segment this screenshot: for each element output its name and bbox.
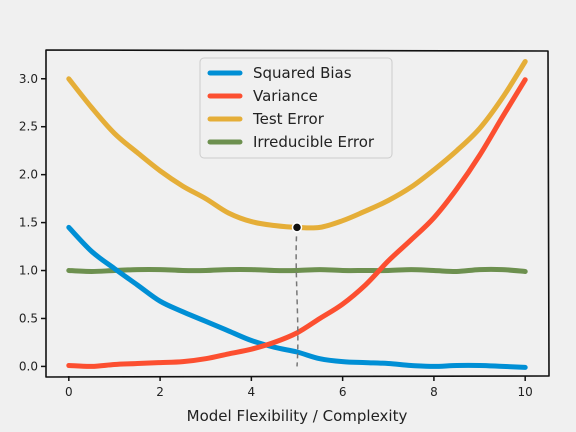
min-error-marker (291, 222, 303, 233)
legend-label-squared-bias: Squared Bias (253, 64, 352, 82)
x-tick-label: 0 (65, 385, 73, 399)
legend-label-irreducible-error: Irreducible Error (253, 133, 375, 151)
series-line-squared-bias (66, 224, 528, 370)
x-tick-label: 4 (248, 385, 256, 399)
series-line-variance (66, 77, 528, 369)
legend-box (199, 57, 393, 159)
legend: Squared Bias Variance Test Error Irreducibl… (199, 57, 393, 159)
y-tick-label: 0.5 (19, 311, 38, 325)
x-tick-label: 2 (156, 385, 164, 399)
y-tick-label: 1.0 (19, 264, 38, 278)
y-tick-label: 2.5 (19, 120, 38, 134)
x-tick-label: 6 (339, 385, 347, 399)
y-tick-label: 3.0 (19, 72, 38, 86)
plot-frame (45, 49, 550, 378)
x-tick-label: 8 (430, 385, 438, 399)
min-error-dashed-line (295, 227, 299, 367)
y-tick-label: 2.0 (19, 168, 38, 182)
legend-label-variance: Variance (253, 87, 318, 105)
x-tick-label: 10 (518, 385, 533, 399)
y-tick-label: 0.0 (19, 359, 38, 373)
y-tick-label: 1.5 (19, 216, 38, 230)
legend-label-test-error: Test Error (252, 110, 325, 128)
series-line-irreducible-error (66, 266, 528, 275)
x-axis-label: Model Flexibility / Complexity (187, 407, 408, 425)
